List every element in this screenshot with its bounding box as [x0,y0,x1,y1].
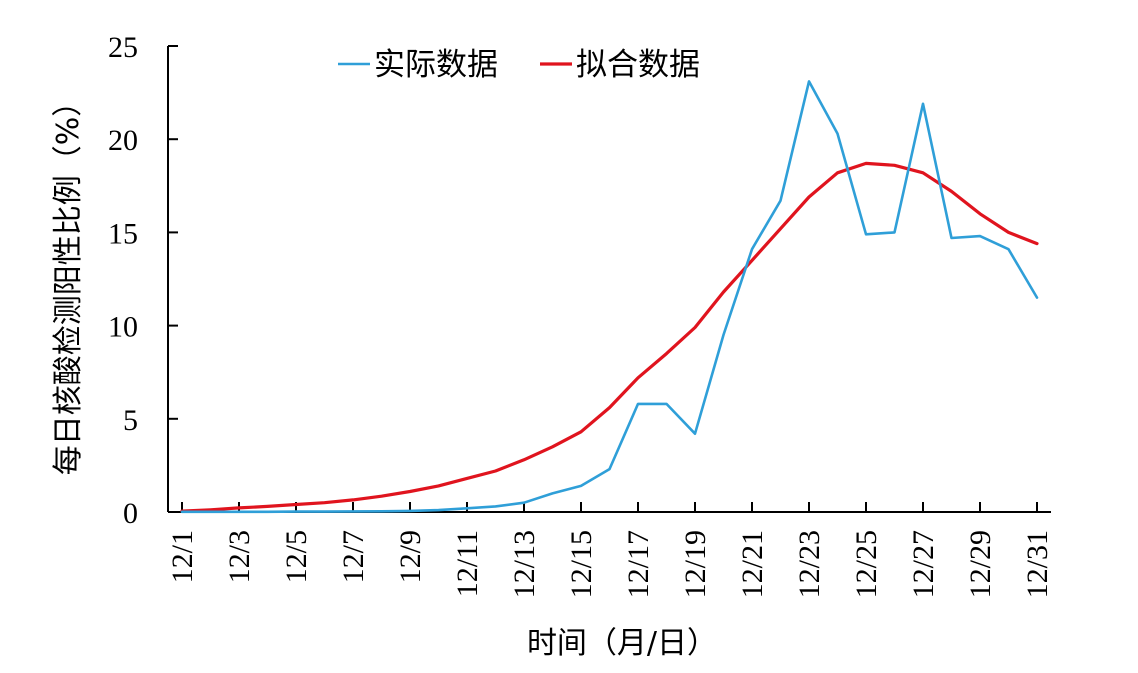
x-tick-label: 12/11 [451,530,484,597]
y-tick-label: 10 [108,311,138,344]
y-axis-title: 每日核酸检测阳性比例（%） [51,87,86,476]
x-axis-title: 时间（月/日） [527,626,717,661]
x-tick-label: 12/5 [280,530,313,583]
x-tick-label: 12/7 [337,530,370,583]
series-line [180,80,1039,514]
x-tick-label: 12/21 [736,530,769,598]
x-tick-label: 12/9 [394,530,427,583]
legend-label: 实际数据 [374,47,498,83]
series-line [180,161,1039,513]
y-ticks: 0 5 10 15 20 25 [108,31,178,530]
y-tick-label: 5 [123,404,138,437]
legend-label: 拟合数据 [576,47,700,83]
x-tick-label: 12/31 [1021,530,1054,598]
x-tick-label: 12/15 [565,530,598,598]
x-ticks: 12/1 12/3 12/5 12/7 12/9 12/11 12/13 12/15 12/17… [166,502,1054,598]
x-tick-label: 12/25 [850,530,883,598]
x-tick-label: 12/27 [907,530,940,598]
legend: 实际数据 拟合数据 [338,47,700,83]
y-tick-label: 20 [108,124,138,157]
x-tick-label: 12/1 [166,530,199,583]
y-tick-label: 15 [108,217,138,250]
x-tick-label: 12/3 [223,530,256,583]
x-tick-label: 12/29 [964,530,997,598]
x-tick-label: 12/19 [679,530,712,598]
x-tick-label: 12/23 [793,530,826,598]
series-lines [180,80,1039,514]
axes [167,46,1051,513]
x-tick-label: 12/17 [622,530,655,598]
y-tick-label: 25 [108,31,138,64]
y-tick-label: 0 [123,497,138,530]
x-tick-label: 12/13 [508,530,541,598]
